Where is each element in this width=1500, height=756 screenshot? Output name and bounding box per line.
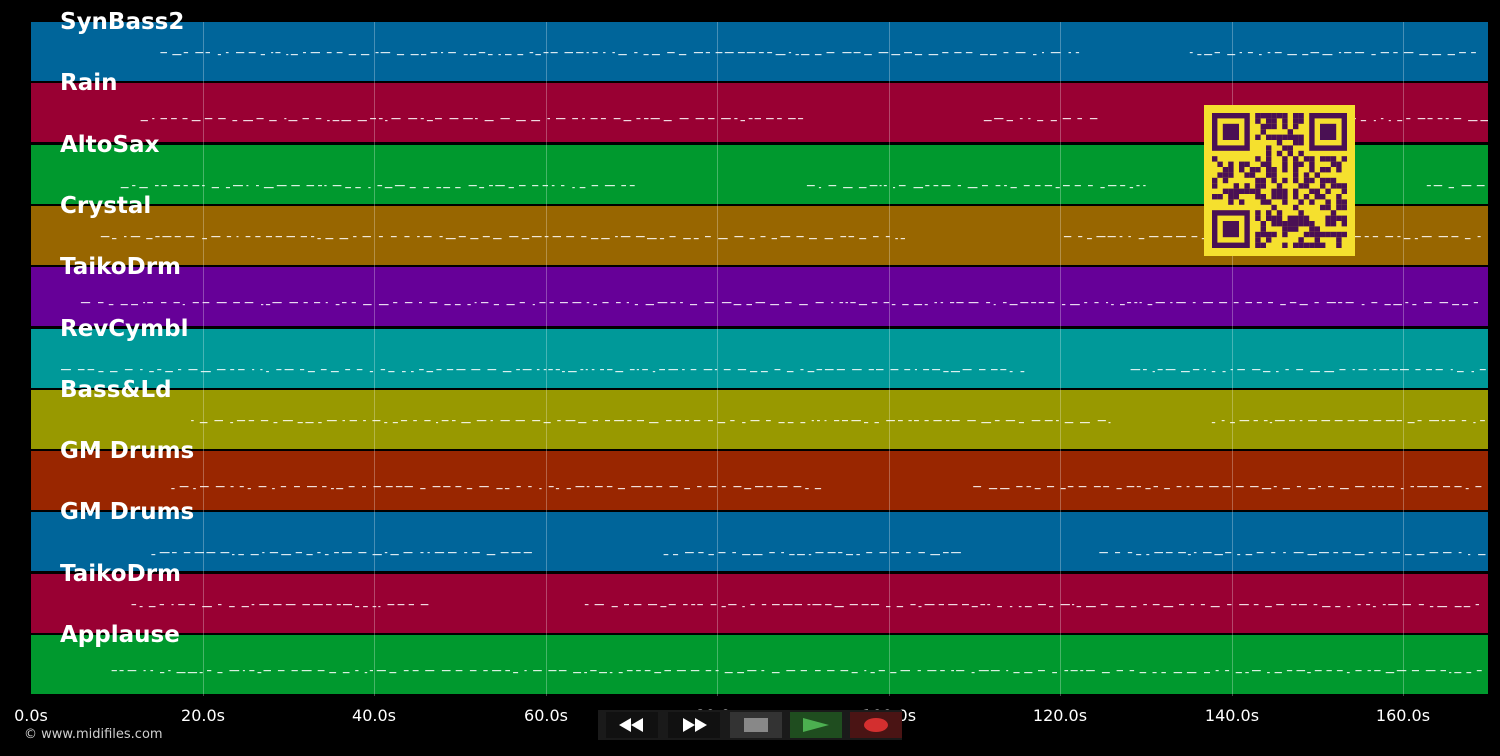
track-name: RevCymbl — [60, 316, 189, 342]
track-name: Bass&Ld — [60, 377, 172, 403]
fast-forward-icon — [683, 718, 707, 732]
note-events — [131, 604, 1479, 608]
track-name: Rain — [60, 70, 118, 96]
grid-line — [546, 22, 547, 696]
grid-line — [1403, 22, 1404, 696]
track-name: GM Drums — [60, 499, 195, 525]
play-button[interactable] — [790, 712, 842, 738]
copyright-text: © www.midifiles.com — [24, 727, 163, 742]
note-events — [160, 52, 1476, 56]
grid-line — [1060, 22, 1061, 696]
qr-code — [1204, 105, 1355, 256]
time-tick-label: 120.0s — [1032, 706, 1088, 725]
time-tick-label: 160.0s — [1375, 706, 1431, 725]
rewind-icon — [619, 718, 643, 732]
grid-line — [1232, 22, 1233, 696]
time-tick-label: 0.0s — [14, 706, 48, 725]
track-lane[interactable] — [31, 512, 1488, 571]
track-lane[interactable] — [31, 390, 1488, 449]
track-lane[interactable] — [31, 574, 1488, 633]
stop-icon — [744, 718, 768, 732]
track-name: TaikoDrm — [60, 254, 182, 280]
track-lane[interactable] — [31, 329, 1488, 388]
time-tick-label: 140.0s — [1204, 706, 1260, 725]
grid-line — [717, 22, 718, 696]
grid-line — [374, 22, 375, 696]
note-events — [80, 302, 1478, 306]
track-name: GM Drums — [60, 438, 195, 464]
play-icon — [803, 718, 829, 732]
note-events — [191, 420, 1485, 424]
note-events — [61, 369, 1486, 373]
track-lane[interactable] — [31, 451, 1488, 510]
track-lane[interactable] — [31, 267, 1488, 326]
track-name: Applause — [60, 622, 180, 648]
fast-forward-button[interactable] — [668, 712, 720, 738]
time-tick-label: 40.0s — [352, 706, 396, 725]
time-tick-label: 20.0s — [181, 706, 225, 725]
note-events — [151, 552, 1486, 556]
track-name: Crystal — [60, 193, 152, 219]
grid-line — [203, 22, 204, 696]
track-name: TaikoDrm — [60, 561, 182, 587]
stop-button[interactable] — [730, 712, 782, 738]
track-lane[interactable] — [31, 22, 1488, 81]
grid-line — [889, 22, 890, 696]
track-lane[interactable] — [31, 635, 1488, 694]
track-name: SynBass2 — [60, 9, 185, 35]
record-button[interactable] — [850, 712, 902, 738]
track-name: AltoSax — [60, 132, 160, 158]
record-icon — [864, 718, 888, 732]
time-tick-label: 60.0s — [524, 706, 568, 725]
note-events — [120, 185, 1485, 189]
note-events — [171, 486, 1482, 490]
piano-roll[interactable] — [31, 22, 1488, 696]
transport-controls — [598, 710, 902, 740]
note-events — [111, 670, 1482, 674]
rewind-button[interactable] — [606, 712, 658, 738]
